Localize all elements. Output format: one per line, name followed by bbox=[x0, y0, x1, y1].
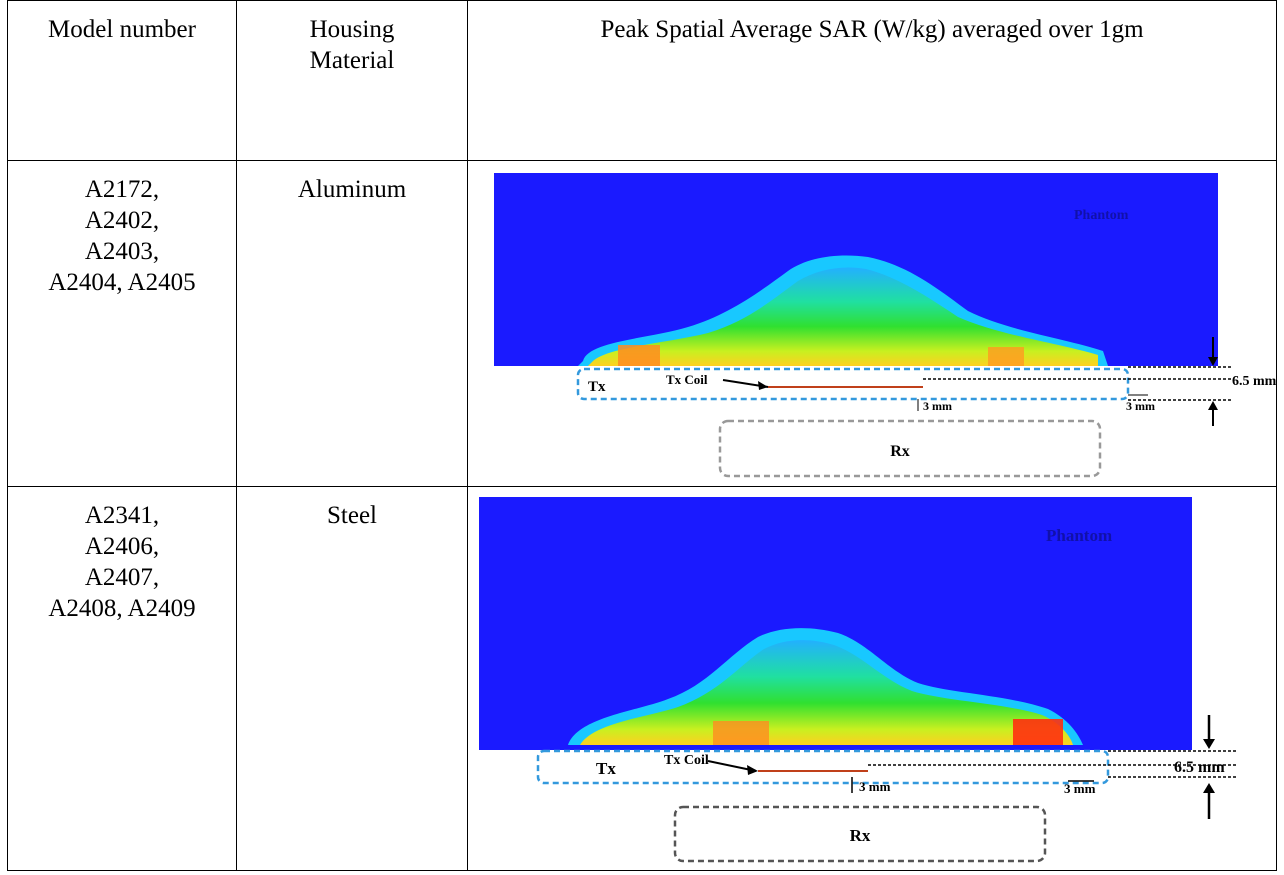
model-number: A2408, A2409 bbox=[48, 595, 196, 622]
rx-outline bbox=[673, 805, 1047, 863]
tx-coil-label: Tx Coil bbox=[666, 372, 708, 387]
sar-distribution-figure: 6.5 mm 3 mm 3 mm Phantom Tx Tx Coil Rx bbox=[494, 173, 1276, 478]
model-cell: A2341, A2406, A2407, A2408, A2409 bbox=[7, 486, 237, 871]
header-sar: Peak Spatial Average SAR (W/kg) averaged… bbox=[600, 16, 1144, 43]
model-number: A2341, bbox=[84, 502, 160, 529]
sar-hotspot-inner bbox=[580, 640, 1073, 745]
header-housing-cell: Housing Material bbox=[236, 0, 468, 161]
header-sar-cell: Peak Spatial Average SAR (W/kg) averaged… bbox=[467, 0, 1277, 161]
phantom-label: Phantom bbox=[1074, 208, 1129, 223]
rx-label: Rx bbox=[890, 443, 910, 460]
thickness-label: 6.5 mm bbox=[1232, 374, 1276, 389]
model-number: A2402, bbox=[84, 207, 160, 234]
sar-peak-right bbox=[1013, 719, 1063, 745]
material-cell: Aluminum bbox=[236, 160, 468, 487]
sar-figure-cell: 6.5 mm 3 mm 3 mm Phantom Tx Tx Coil Rx bbox=[467, 160, 1277, 487]
table-header-row: Model number Housing Material Peak Spati… bbox=[7, 0, 1277, 161]
model-list: A2341, A2406, A2407, A2408, A2409 bbox=[8, 487, 236, 624]
arrow-icon bbox=[1203, 739, 1215, 749]
tx-outline bbox=[576, 367, 1130, 401]
rx-label: Rx bbox=[850, 826, 871, 845]
thickness-label: 6.5 mm bbox=[1174, 759, 1225, 776]
model-number: A2404, A2405 bbox=[48, 269, 196, 296]
arrow-icon bbox=[1208, 357, 1218, 366]
sar-figure-cell: 6.5 mm 3 mm 3 mm Phantom Tx Tx Coil Rx bbox=[467, 486, 1277, 871]
header-model-cell: Model number bbox=[7, 0, 237, 161]
header-housing-line2: Material bbox=[309, 47, 395, 74]
arrow-icon bbox=[1208, 401, 1218, 410]
housing-material: Steel bbox=[327, 502, 377, 529]
arrow-icon bbox=[747, 765, 758, 775]
sar-peak-right bbox=[988, 347, 1024, 366]
sar-distribution-figure: 6.5 mm 3 mm 3 mm Phantom Tx Tx Coil Rx bbox=[479, 497, 1238, 863]
table-row: A2172, A2402, A2403, A2404, A2405 Alumin… bbox=[7, 160, 1277, 487]
material-cell: Steel bbox=[236, 486, 468, 871]
arrow-icon bbox=[758, 381, 768, 390]
model-cell: A2172, A2402, A2403, A2404, A2405 bbox=[7, 160, 237, 487]
sar-peak-left bbox=[618, 345, 660, 366]
model-number: A2407, bbox=[84, 564, 160, 591]
sar-peak-left bbox=[713, 721, 769, 745]
gap-label-a: 3 mm bbox=[923, 399, 952, 413]
gap-label-a: 3 mm bbox=[859, 779, 891, 794]
housing-material: Aluminum bbox=[297, 176, 407, 203]
header-housing-line1: Housing bbox=[309, 16, 395, 43]
gap-label-b: 3 mm bbox=[1064, 781, 1096, 796]
phantom-label: Phantom bbox=[1046, 526, 1112, 545]
sar-table: Model number Housing Material Peak Spati… bbox=[7, 0, 1277, 871]
tx-label: Tx bbox=[596, 759, 616, 778]
arrow-icon bbox=[1203, 783, 1215, 793]
tx-label: Tx bbox=[588, 379, 606, 395]
sar-hotspot-inner bbox=[588, 267, 1098, 366]
header-model: Model number bbox=[48, 16, 196, 43]
gap-label-b: 3 mm bbox=[1126, 399, 1155, 413]
rx-outline bbox=[718, 419, 1102, 478]
model-number: A2403, bbox=[84, 238, 160, 265]
model-number: A2406, bbox=[84, 533, 160, 560]
header-housing: Housing Material bbox=[237, 1, 467, 76]
model-number: A2172, bbox=[84, 176, 160, 203]
table-row: A2341, A2406, A2407, A2408, A2409 Steel bbox=[7, 486, 1277, 871]
tx-coil-label: Tx Coil bbox=[664, 753, 709, 768]
tx-outline bbox=[536, 749, 1110, 785]
model-list: A2172, A2402, A2403, A2404, A2405 bbox=[8, 161, 236, 298]
